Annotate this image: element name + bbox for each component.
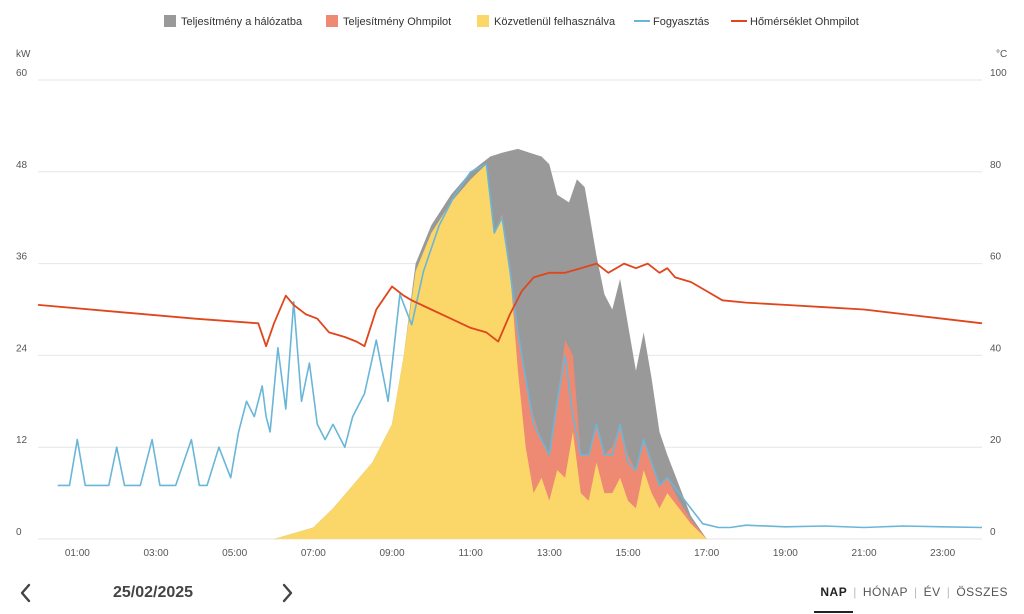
left-axis-tick-label: 48 bbox=[16, 160, 28, 171]
period-tabs: NAP | HÓNAP | ÉV | ÖSSZES bbox=[814, 585, 1014, 613]
right-axis-tick-label: 40 bbox=[990, 343, 1002, 354]
tab-separator: | bbox=[946, 585, 951, 599]
x-axis-tick-label: 17:00 bbox=[694, 548, 719, 559]
x-axis-tick-label: 01:00 bbox=[65, 548, 90, 559]
tab-separator: | bbox=[914, 585, 918, 599]
chevron-right-icon[interactable] bbox=[281, 582, 295, 608]
right-axis-tick-label: 80 bbox=[990, 160, 1002, 171]
x-axis-tick-label: 11:00 bbox=[459, 548, 484, 559]
x-axis-tick-label: 03:00 bbox=[143, 548, 168, 559]
x-axis-tick-label: 13:00 bbox=[537, 548, 562, 559]
series-area-ohmpilot bbox=[490, 198, 707, 539]
left-axis-unit: kW bbox=[16, 49, 31, 60]
x-axis-tick-label: 09:00 bbox=[379, 548, 404, 559]
tab-day[interactable]: NAP bbox=[814, 585, 854, 613]
x-axis-ticks: 01:00 03:00 05:00 07:00 09:00 11:00 13:00 15:00… bbox=[65, 548, 956, 559]
legend-label: Fogyasztás bbox=[653, 16, 710, 28]
legend-swatch bbox=[164, 15, 176, 27]
legend-label: Közvetlenül felhasználva bbox=[494, 16, 616, 28]
series-area-direct-use bbox=[274, 164, 707, 539]
x-axis-tick-label: 05:00 bbox=[222, 548, 247, 559]
left-axis-tick-label: 36 bbox=[16, 252, 28, 263]
date-navigation-bar: 25/02/2025 NAP | HÓNAP | ÉV | ÖSSZES bbox=[0, 572, 1024, 614]
tab-all[interactable]: ÖSSZES bbox=[956, 585, 1008, 599]
right-axis-tick-label: 0 bbox=[990, 527, 996, 538]
chevron-left-icon[interactable] bbox=[18, 582, 32, 608]
x-axis-tick-label: 15:00 bbox=[615, 548, 640, 559]
left-axis-tick-label: 12 bbox=[16, 435, 28, 446]
chart-legend: Teljesítmény a hálózatba Teljesítmény Ohm… bbox=[164, 15, 859, 28]
legend-label: Hőmérséklet Ohmpilot bbox=[750, 16, 859, 28]
right-axis-unit: °C bbox=[996, 49, 1007, 60]
tab-month[interactable]: HÓNAP bbox=[862, 585, 909, 599]
left-axis-ticks: 60 48 36 24 12 0 bbox=[16, 68, 28, 538]
tab-separator: | bbox=[853, 585, 857, 599]
series-layer bbox=[37, 148, 983, 539]
legend-label: Teljesítmény Ohmpilot bbox=[343, 16, 451, 28]
x-axis-tick-label: 23:00 bbox=[930, 548, 955, 559]
right-axis-ticks: 100 80 60 40 20 0 bbox=[990, 68, 1007, 538]
right-axis-tick-label: 20 bbox=[990, 435, 1002, 446]
legend-swatch bbox=[326, 15, 338, 27]
legend-swatch bbox=[477, 15, 489, 27]
legend-label: Teljesítmény a hálózatba bbox=[181, 16, 303, 28]
left-axis-tick-label: 24 bbox=[16, 343, 28, 354]
left-axis-tick-label: 0 bbox=[16, 527, 22, 538]
x-axis-tick-label: 19:00 bbox=[773, 548, 798, 559]
right-axis-tick-label: 60 bbox=[990, 252, 1002, 263]
right-axis-tick-label: 100 bbox=[990, 68, 1007, 79]
series-line-consumption bbox=[57, 163, 983, 529]
selected-date[interactable]: 25/02/2025 bbox=[113, 584, 194, 601]
energy-chart: Teljesítmény a hálózatba Teljesítmény Ohm… bbox=[16, 15, 1007, 559]
x-axis-tick-label: 21:00 bbox=[851, 548, 876, 559]
x-axis-tick-label: 07:00 bbox=[301, 548, 326, 559]
left-axis-tick-label: 60 bbox=[16, 68, 28, 79]
series-line-temperature bbox=[37, 262, 983, 348]
tab-year[interactable]: ÉV bbox=[923, 585, 941, 599]
